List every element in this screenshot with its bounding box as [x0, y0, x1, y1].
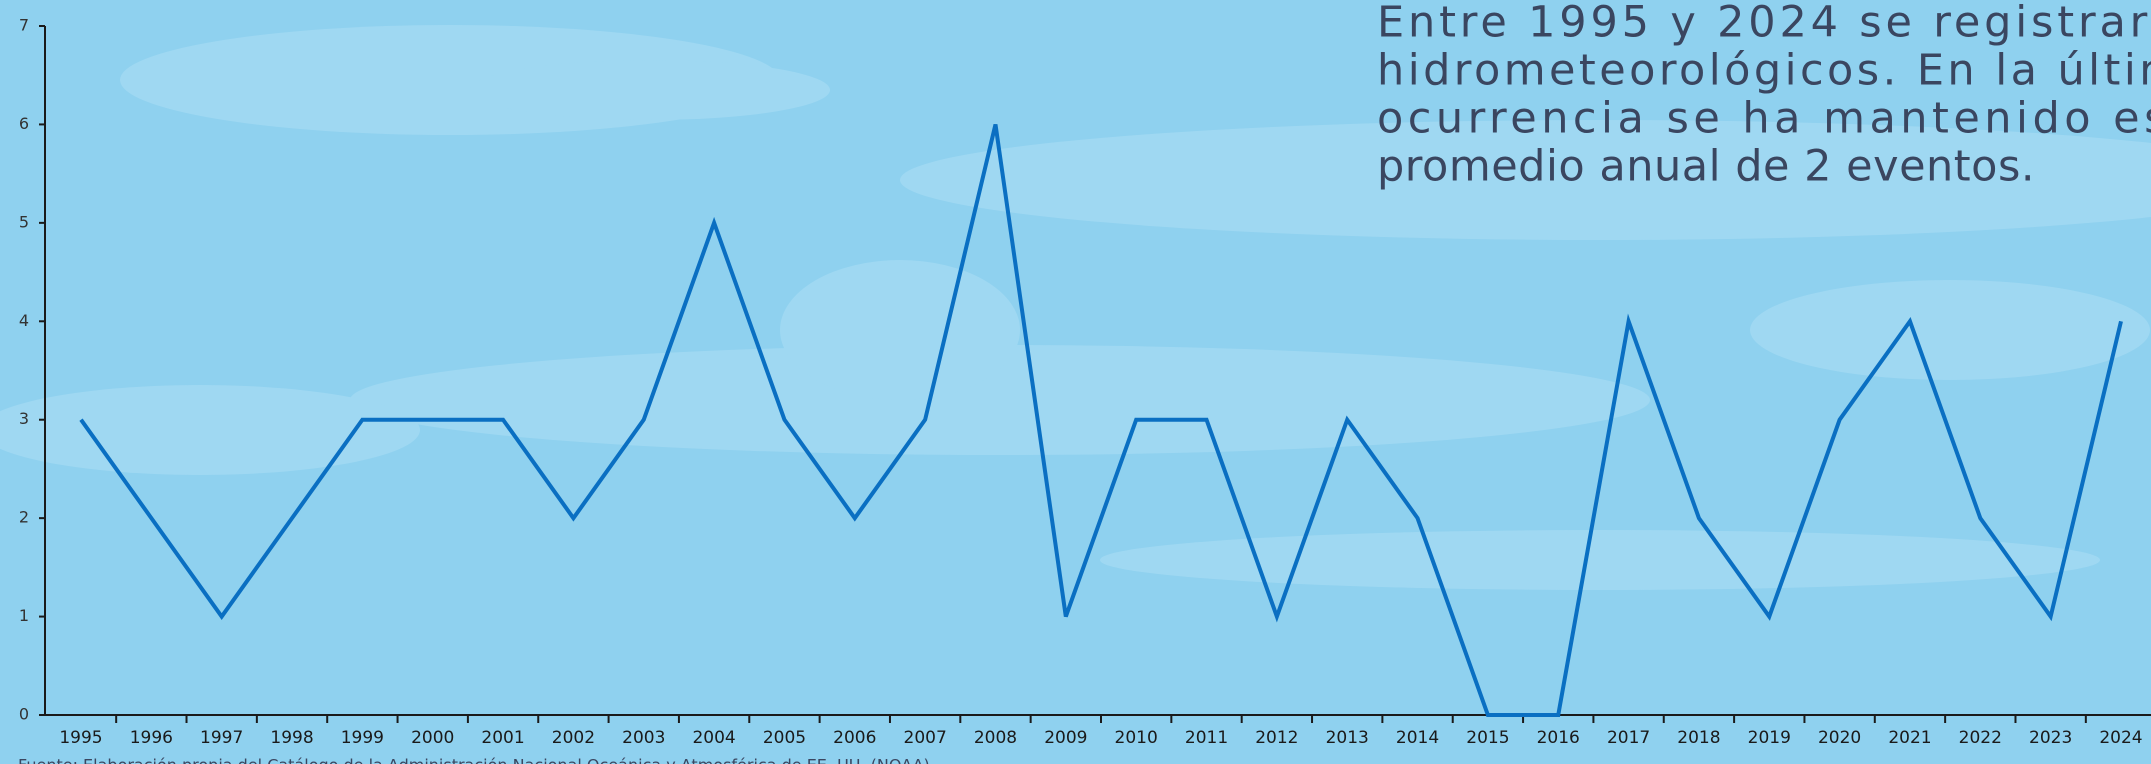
- y-tick-label: 4: [19, 311, 29, 330]
- x-tick-label: 2015: [1466, 728, 1509, 748]
- x-tick-label: 2004: [692, 728, 735, 748]
- x-tick-label: 2024: [2099, 728, 2142, 748]
- y-tick-label: 7: [19, 16, 29, 35]
- x-tick-label: 2016: [1537, 728, 1580, 748]
- x-tick-label: 1997: [200, 728, 243, 748]
- x-tick-label: 2018: [1677, 728, 1720, 748]
- paragraph-line: hidrometeorológicos. En la últin: [1377, 46, 2151, 96]
- x-tick-label: 2023: [2029, 728, 2072, 748]
- x-tick-label: 1998: [270, 728, 313, 748]
- y-tick-label: 1: [19, 606, 29, 625]
- y-tick-label: 6: [19, 114, 29, 133]
- source: Fuente: Elaboración propia del Catálogo …: [18, 756, 930, 764]
- x-tick-label: 2005: [763, 728, 806, 748]
- x-tick-label: 2020: [1818, 728, 1861, 748]
- x-tick-label: 2017: [1607, 728, 1650, 748]
- x-tick-label: 2022: [1959, 728, 2002, 748]
- x-tick-label: 2013: [1326, 728, 1369, 748]
- x-tick-label: 2010: [1115, 728, 1158, 748]
- y-tick-label: 3: [19, 409, 29, 428]
- x-tick-label: 2011: [1185, 728, 1228, 748]
- x-tick-label: 2003: [622, 728, 665, 748]
- x-tick-label: 1995: [59, 728, 102, 748]
- x-tick-label: 2009: [1044, 728, 1087, 748]
- x-tick-label: 2019: [1748, 728, 1791, 748]
- x-tick-label: 2014: [1396, 728, 1439, 748]
- y-tick-label: 5: [19, 212, 29, 231]
- x-tick-label: 2012: [1255, 728, 1298, 748]
- paragraph-line: ocurrencia se ha mantenido es: [1377, 94, 2151, 144]
- x-tick-label: 2007: [904, 728, 947, 748]
- paragraph-line: Entre 1995 y 2024 se registraro: [1377, 0, 2151, 48]
- x-tick-label: 2006: [833, 728, 876, 748]
- x-tick-label: 2000: [411, 728, 454, 748]
- y-tick-label: 0: [19, 705, 29, 724]
- x-tick-label: 2008: [974, 728, 1017, 748]
- x-tick-label: 2001: [481, 728, 524, 748]
- x-tick-label: 1996: [130, 728, 173, 748]
- x-tick-label: 2021: [1888, 728, 1931, 748]
- x-tick-label: 2002: [552, 728, 595, 748]
- line-series: [79, 123, 2123, 717]
- y-tick-label: 2: [19, 508, 29, 527]
- paragraph-line: promedio anual de 2 eventos.: [1377, 142, 2035, 192]
- x-tick-label: 1999: [341, 728, 384, 748]
